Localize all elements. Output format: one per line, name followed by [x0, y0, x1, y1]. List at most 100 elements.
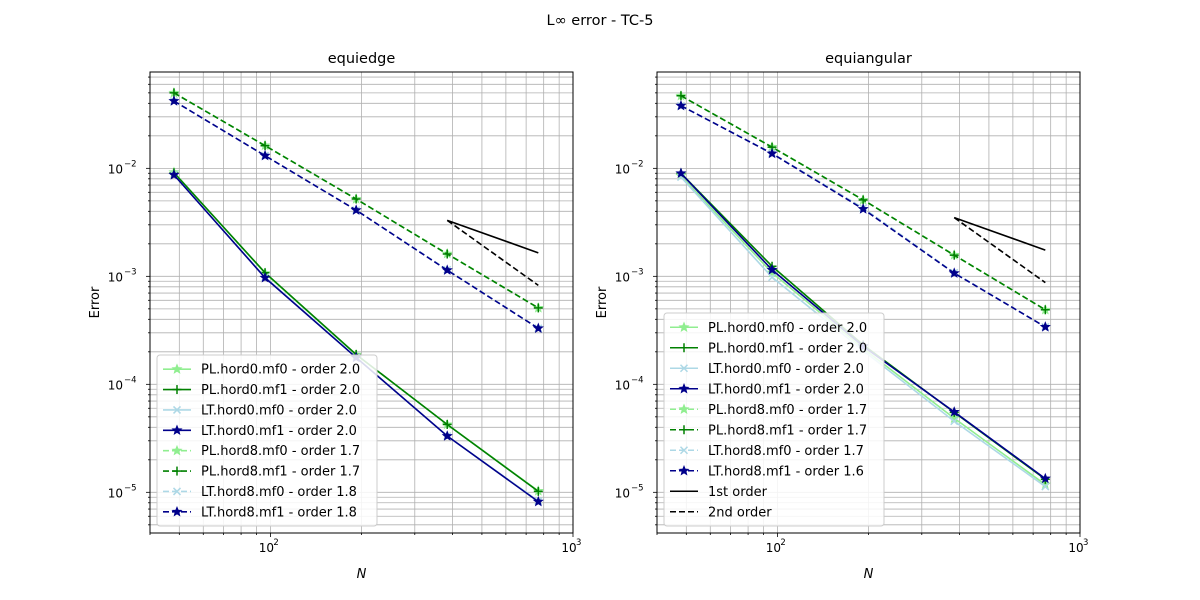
legend-marker — [171, 506, 183, 517]
legend-item: LT.hord8.mf0 - order 1.7 — [670, 444, 864, 459]
legend-label: LT.hord8.mf0 - order 1.8 — [201, 485, 357, 500]
legend-marker — [678, 382, 690, 394]
y-tick-mantissa: 10 — [615, 378, 630, 392]
legend-marker — [679, 446, 689, 455]
legend-label: LT.hord8.mf0 - order 1.7 — [708, 444, 864, 459]
data-point — [168, 95, 180, 106]
y-axis-label: Error — [595, 286, 610, 318]
series-5 — [169, 88, 543, 313]
legend-item: LT.hord0.mf1 - order 2.0 — [163, 424, 357, 439]
data-point — [1039, 321, 1051, 332]
y-tick-label: 10 −3 — [615, 267, 644, 284]
x-tick-mantissa: 10 — [561, 541, 576, 555]
data-point — [259, 149, 271, 161]
series-5 — [676, 91, 1050, 315]
legend-label: LT.hord8.mf1 - order 1.8 — [201, 505, 357, 520]
y-tick-exponent: −5 — [631, 483, 644, 493]
y-tick-label: 10 −2 — [108, 159, 137, 176]
y-tick-label: 10 −4 — [615, 375, 644, 392]
series-7 — [168, 95, 544, 334]
legend-item: LT.hord8.mf1 - order 1.8 — [163, 505, 357, 520]
data-point — [532, 495, 544, 507]
x-tick-label: 10 2 — [766, 538, 786, 555]
series-7 — [675, 99, 1051, 332]
data-point — [259, 271, 271, 283]
y-tick-exponent: −3 — [631, 267, 644, 277]
legend-item: PL.hord0.mf0 - order 2.0 — [670, 321, 867, 336]
series-9 — [953, 216, 1046, 284]
data-point — [533, 303, 543, 313]
legend-item: LT.hord0.mf0 - order 2.0 — [163, 403, 357, 418]
series-line — [446, 219, 539, 287]
legend-box — [663, 312, 885, 527]
data-point — [858, 195, 868, 205]
axes-title: equiangular — [825, 51, 912, 67]
y-tick-mantissa: 10 — [615, 270, 630, 284]
legend-marker — [171, 363, 183, 374]
legend-marker — [679, 364, 689, 373]
x-axis-label: N — [357, 567, 367, 582]
data-point — [1039, 472, 1051, 484]
y-tick-label: 10 −4 — [108, 375, 137, 392]
data-point — [949, 250, 959, 260]
legend: PL.hord0.mf0 - order 2.0 PL.hord0.mf1 - o… — [663, 312, 885, 527]
legend-item: PL.hord8.mf1 - order 1.7 — [670, 423, 867, 438]
legend-marker — [679, 425, 689, 435]
x-tick-mantissa: 10 — [259, 541, 274, 555]
x-tick-label: 10 3 — [561, 538, 581, 555]
y-tick-label: 10 −5 — [108, 483, 137, 500]
legend-marker — [172, 487, 182, 496]
series-6 — [169, 97, 543, 333]
x-tick-exponent: 3 — [1083, 538, 1088, 548]
data-point — [766, 263, 778, 275]
legend-marker — [171, 424, 183, 436]
legend-item: LT.hord0.mf0 - order 2.0 — [670, 362, 864, 377]
series-line — [446, 219, 539, 254]
legend-label: 2nd order — [708, 505, 772, 520]
legend-item: 1st order — [670, 485, 768, 500]
legend-marker — [678, 403, 690, 414]
legend-item: LT.hord0.mf1 - order 2.0 — [670, 382, 864, 397]
legend-label: PL.hord0.mf0 - order 2.0 — [708, 321, 867, 336]
data-point — [168, 169, 180, 180]
legend-marker — [171, 444, 183, 456]
figure-suptitle: L∞ error - TC-5 — [547, 13, 654, 29]
x-axis-label: N — [864, 567, 874, 582]
y-tick-mantissa: 10 — [615, 486, 630, 500]
x-tick-exponent: 2 — [780, 538, 785, 548]
y-tick-mantissa: 10 — [108, 486, 123, 500]
legend-item: 2nd order — [670, 505, 772, 520]
data-point — [442, 249, 452, 259]
legend-item: LT.hord8.mf1 - order 1.6 — [670, 464, 864, 479]
legend: PL.hord0.mf0 - order 2.0 PL.hord0.mf1 - o… — [156, 354, 378, 527]
legend-label: PL.hord8.mf0 - order 1.7 — [708, 403, 867, 418]
y-tick-exponent: −4 — [124, 375, 137, 385]
data-point — [950, 417, 959, 426]
legend-label: PL.hord8.mf1 - order 1.7 — [201, 465, 360, 480]
y-tick-label: 10 −5 — [615, 483, 644, 500]
data-point — [1040, 305, 1050, 315]
legend-item: PL.hord0.mf1 - order 2.0 — [163, 383, 360, 398]
legend-label: PL.hord8.mf0 - order 1.7 — [201, 444, 360, 459]
y-tick-exponent: −4 — [631, 375, 644, 385]
legend-item: PL.hord8.mf0 - order 1.7 — [670, 403, 867, 418]
legend-marker — [172, 385, 182, 395]
legend-label: PL.hord0.mf1 - order 2.0 — [201, 383, 360, 398]
legend-marker — [172, 466, 182, 476]
series-line — [680, 105, 1046, 328]
y-tick-mantissa: 10 — [108, 162, 123, 176]
axes-title: equiedge — [328, 51, 396, 67]
legend-label: PL.hord8.mf1 - order 1.7 — [708, 423, 867, 438]
legend-label: LT.hord0.mf1 - order 2.0 — [708, 382, 864, 397]
legend-item: PL.hord0.mf1 - order 2.0 — [670, 341, 867, 356]
y-tick-exponent: −2 — [124, 159, 137, 169]
data-point — [768, 273, 777, 282]
x-tick-mantissa: 10 — [1068, 541, 1083, 555]
data-point — [857, 203, 869, 214]
data-point — [675, 167, 687, 178]
data-point — [766, 147, 778, 159]
legend-marker — [678, 464, 690, 476]
data-point — [948, 267, 960, 278]
series-9 — [446, 219, 539, 287]
